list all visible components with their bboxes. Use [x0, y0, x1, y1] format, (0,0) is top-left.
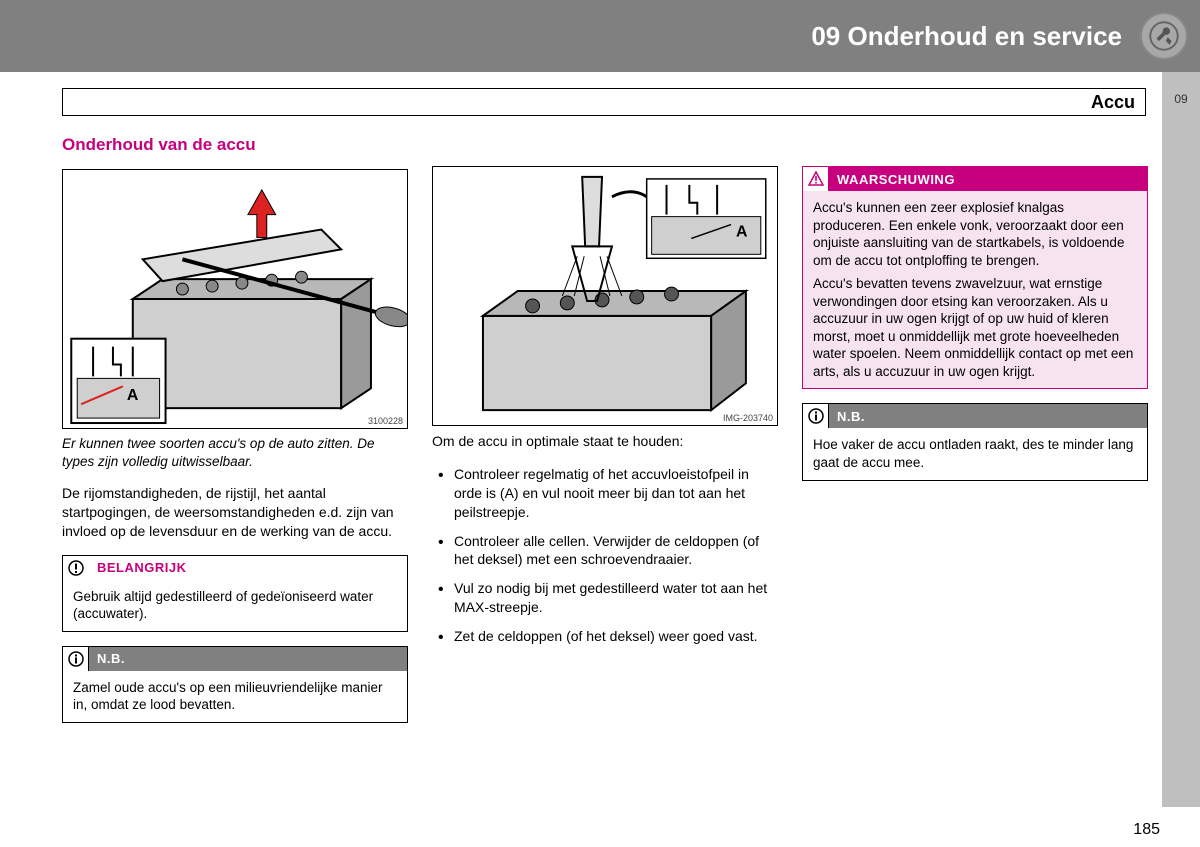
- warning-p2: Accu's bevatten tevens zwavelzuur, wat e…: [813, 275, 1137, 380]
- section-bar: Accu: [62, 88, 1146, 116]
- svg-text:A: A: [736, 223, 748, 240]
- warning-p1: Accu's kunnen een zeer explosief knalgas…: [813, 199, 1137, 269]
- content-columns: Onderhoud van de accu: [62, 135, 1150, 737]
- info-icon: [63, 647, 89, 671]
- nb-body-1: Zamel oude accu's op een milieuvriendeli…: [63, 671, 407, 722]
- bullet-2: Controleer alle cellen. Verwijder de cel…: [432, 532, 778, 570]
- warning-title: WAARSCHUWING: [829, 167, 1147, 191]
- bullet-4: Zet de celdoppen (of het deksel) weer go…: [432, 627, 778, 646]
- figure-battery-open: A 3100228: [62, 169, 408, 429]
- side-tab-number: 09: [1162, 92, 1200, 106]
- svg-text:A: A: [127, 387, 139, 404]
- important-body: Gebruik altijd gedestilleerd of gedeïoni…: [63, 580, 407, 631]
- column-1: Onderhoud van de accu: [62, 135, 408, 737]
- maintenance-bullets: Controleer regelmatig of het accuvloeist…: [432, 465, 778, 646]
- callout-nb-2: N.B. Hoe vaker de accu ontladen raakt, d…: [802, 403, 1148, 480]
- important-title: BELANGRIJK: [89, 556, 407, 580]
- intro-optimal: Om de accu in optimale staat te houden:: [432, 432, 778, 451]
- warning-body: Accu's kunnen een zeer explosief knalgas…: [803, 191, 1147, 388]
- nb-body-2: Hoe vaker de accu ontladen raakt, des te…: [803, 428, 1147, 479]
- figure-code-2: IMG-203740: [723, 413, 773, 423]
- bullet-1: Controleer regelmatig of het accuvloeist…: [432, 465, 778, 522]
- chapter-title: 09 Onderhoud en service: [811, 21, 1122, 52]
- chapter-header: 09 Onderhoud en service: [0, 0, 1200, 72]
- chapter-title-text: Onderhoud en service: [847, 21, 1122, 51]
- chapter-number: 09: [811, 21, 840, 51]
- wrench-icon: [1140, 12, 1188, 60]
- figure-battery-fill: A IMG-203740: [432, 166, 778, 426]
- callout-nb-1: N.B. Zamel oude accu's op een milieuvrie…: [62, 646, 408, 723]
- figure-code-1: 3100228: [368, 416, 403, 426]
- nb-title-1: N.B.: [89, 647, 407, 671]
- exclamation-icon: [63, 556, 89, 580]
- callout-warning: WAARSCHUWING Accu's kunnen een zeer expl…: [802, 166, 1148, 389]
- warning-icon: [803, 167, 829, 191]
- nb-title-2: N.B.: [829, 404, 1147, 428]
- bullet-3: Vul zo nodig bij met gedestilleerd water…: [432, 579, 778, 617]
- info-icon: [803, 404, 829, 428]
- para-conditions: De rijomstandigheden, de rijstijl, het a…: [62, 484, 408, 541]
- page-number: 185: [1133, 821, 1160, 839]
- heading-maintenance: Onderhoud van de accu: [62, 135, 408, 155]
- figure-caption-1: Er kunnen twee soorten accu's op de auto…: [62, 435, 408, 470]
- callout-important: BELANGRIJK Gebruik altijd gedestilleerd …: [62, 555, 408, 632]
- column-2: A IMG-203740 Om de accu in optimale staa…: [432, 135, 778, 737]
- side-tab: 09: [1162, 72, 1200, 807]
- section-title: Accu: [1091, 92, 1135, 113]
- column-3: WAARSCHUWING Accu's kunnen een zeer expl…: [802, 135, 1148, 737]
